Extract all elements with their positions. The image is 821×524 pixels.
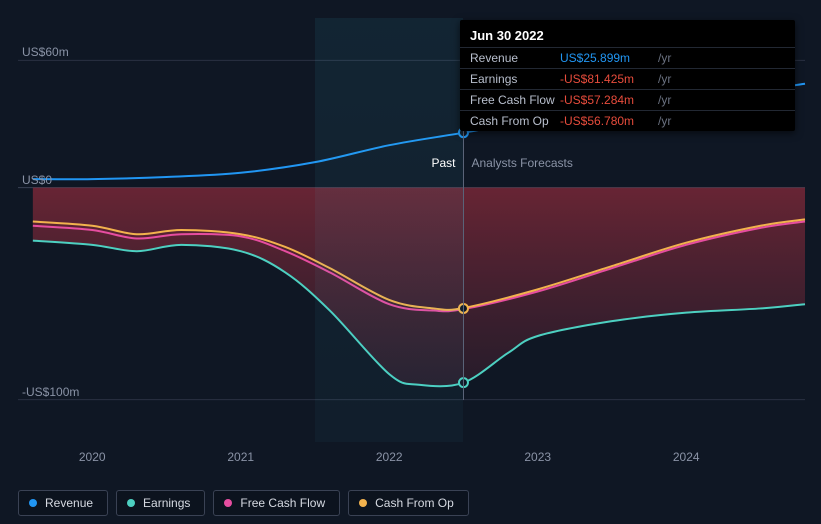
- legend-dot-icon: [29, 499, 37, 507]
- x-axis-label: 2022: [376, 450, 403, 464]
- legend-item-free_cash_flow[interactable]: Free Cash Flow: [213, 490, 340, 516]
- tooltip-row-value: -US$56.780m: [560, 114, 654, 128]
- tooltip-row-unit: /yr: [658, 93, 671, 107]
- chart-legend: Revenue Earnings Free Cash Flow Cash From O…: [18, 490, 805, 516]
- tooltip-row-label: Earnings: [470, 72, 560, 86]
- tooltip-row: RevenueUS$25.899m/yr: [460, 47, 795, 68]
- legend-item-cash_from_op[interactable]: Cash From Op: [348, 490, 469, 516]
- legend-item-label: Revenue: [45, 496, 93, 510]
- legend-item-earnings[interactable]: Earnings: [116, 490, 205, 516]
- tooltip-row-value: -US$57.284m: [560, 93, 654, 107]
- y-axis-label: US$0: [22, 173, 52, 187]
- tooltip-row: Earnings-US$81.425m/yr: [460, 68, 795, 89]
- forecast-label: Analysts Forecasts: [463, 156, 805, 170]
- x-axis-label: 2020: [79, 450, 106, 464]
- tooltip-row: Free Cash Flow-US$57.284m/yr: [460, 89, 795, 110]
- x-axis-label: 2021: [227, 450, 254, 464]
- loss-area-fill: [33, 188, 805, 387]
- tooltip-title: Jun 30 2022: [460, 20, 795, 47]
- tooltip-row-label: Cash From Op: [470, 114, 560, 128]
- past-forecast-divider: Past Analysts Forecasts: [18, 156, 805, 170]
- legend-dot-icon: [127, 499, 135, 507]
- loss-area: [33, 188, 805, 387]
- x-axis-label: 2024: [673, 450, 700, 464]
- x-axis-label: 2023: [524, 450, 551, 464]
- tooltip-row-value: -US$81.425m: [560, 72, 654, 86]
- tooltip-row-unit: /yr: [658, 114, 671, 128]
- tooltip-row-label: Revenue: [470, 51, 560, 65]
- y-axis-label: US$60m: [22, 45, 69, 59]
- tooltip-row-value: US$25.899m: [560, 51, 654, 65]
- y-axis-label: -US$100m: [22, 385, 79, 399]
- legend-item-revenue[interactable]: Revenue: [18, 490, 108, 516]
- legend-item-label: Cash From Op: [375, 496, 454, 510]
- tooltip-row: Cash From Op-US$56.780m/yr: [460, 110, 795, 131]
- legend-item-label: Free Cash Flow: [240, 496, 325, 510]
- past-label: Past: [18, 156, 463, 170]
- tooltip-row-label: Free Cash Flow: [470, 93, 560, 107]
- legend-item-label: Earnings: [143, 496, 190, 510]
- hover-tooltip: Jun 30 2022 RevenueUS$25.899m/yrEarnings…: [460, 20, 795, 131]
- legend-dot-icon: [224, 499, 232, 507]
- financials-chart: US$60mUS$0-US$100m 20202021202220232024 …: [0, 0, 821, 524]
- tooltip-row-unit: /yr: [658, 51, 671, 65]
- tooltip-row-unit: /yr: [658, 72, 671, 86]
- legend-dot-icon: [359, 499, 367, 507]
